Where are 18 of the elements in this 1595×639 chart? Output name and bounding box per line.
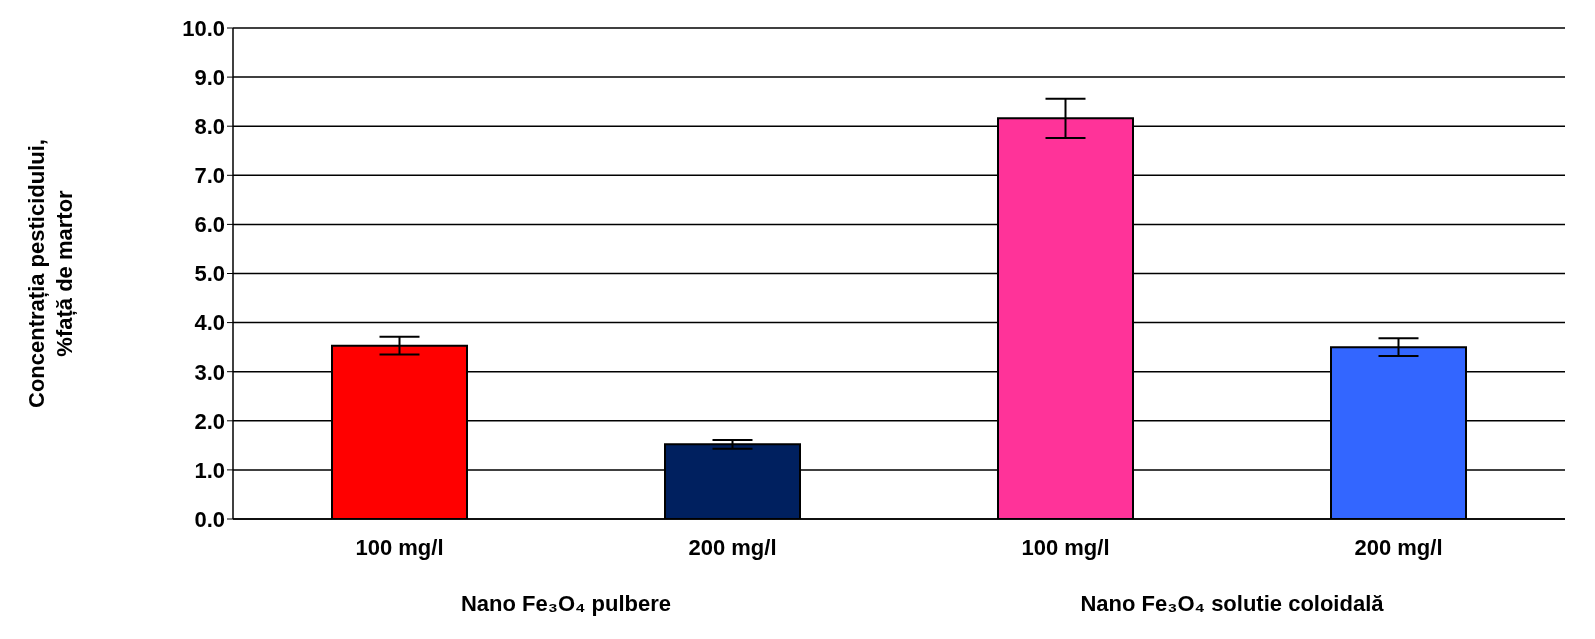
y-tick-label: 5.0 [194, 261, 225, 287]
y-tick-label: 6.0 [194, 212, 225, 238]
y-tick-label: 9.0 [194, 64, 225, 90]
x-tick-label: 200 mg/l [1354, 534, 1443, 560]
x-tick-label: 200 mg/l [688, 534, 777, 560]
text: Nano Fe₃O₄ pulbere [459, 591, 673, 617]
y-axis-title: Concentrația pesticidului, %față de martor [24, 139, 77, 408]
y-tick-label: 7.0 [194, 163, 225, 189]
y-tick-label: 2.0 [194, 408, 225, 434]
y-tick-label: 8.0 [194, 114, 225, 140]
y-tick-label: 3.0 [194, 359, 225, 385]
y-tick-label: 1.0 [194, 457, 225, 483]
y-tick-label: 0.0 [194, 506, 225, 532]
y-tick-label: 10.0 [182, 15, 225, 41]
x-tick-label: 100 mg/l [1021, 534, 1110, 560]
y-tick-label: 4.0 [194, 310, 225, 336]
x-tick-label: 100 mg/l [355, 534, 444, 560]
text: Nano Fe₃O₄ solutie coloidală [1079, 591, 1385, 617]
